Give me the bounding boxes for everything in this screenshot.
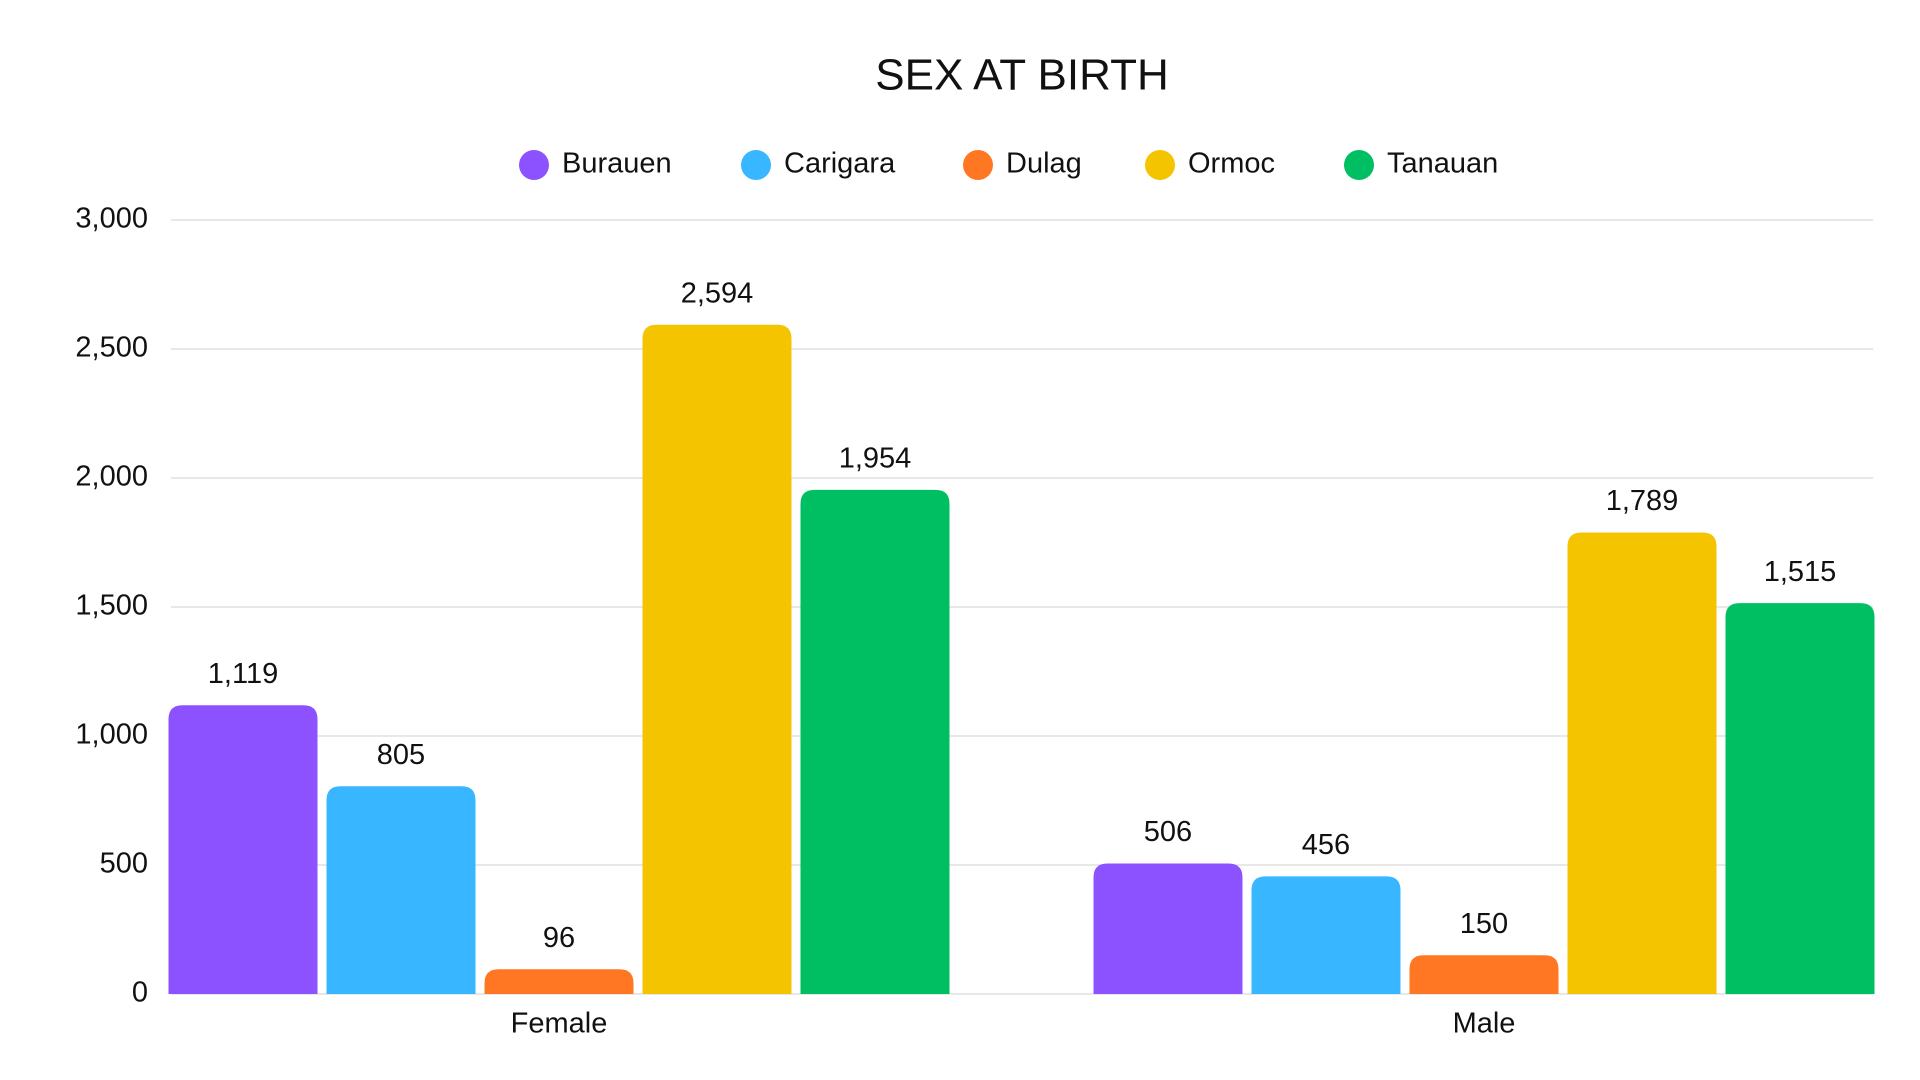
y-tick-label: 1,500: [75, 590, 148, 622]
legend-label: Dulag: [1006, 148, 1082, 180]
y-tick-label: 2,500: [75, 332, 148, 364]
legend-marker: [1344, 150, 1374, 180]
bar: [1251, 876, 1401, 994]
data-label: 456: [1302, 829, 1350, 861]
bar: [1725, 603, 1875, 994]
x-tick-label: Male: [1453, 1008, 1516, 1040]
data-label: 96: [543, 922, 575, 954]
x-tick-label: Female: [511, 1008, 608, 1040]
bar: [326, 786, 476, 994]
bar: [1567, 532, 1717, 994]
y-tick-label: 3,000: [75, 203, 148, 235]
legend-marker: [1145, 150, 1175, 180]
bar: [642, 324, 792, 994]
data-label: 805: [377, 739, 425, 771]
data-label: 150: [1460, 908, 1508, 940]
legend-label: Tanauan: [1387, 148, 1498, 180]
data-label: 1,789: [1606, 485, 1679, 517]
y-tick-label: 500: [100, 848, 148, 880]
y-tick-label: 0: [132, 977, 148, 1009]
data-label: 2,594: [681, 277, 754, 309]
bar: [800, 489, 950, 994]
data-label: 1,515: [1764, 556, 1837, 588]
bar: [1093, 863, 1243, 994]
bar: [168, 705, 318, 994]
y-tick-label: 2,000: [75, 461, 148, 493]
legend-marker: [963, 150, 993, 180]
y-tick-label: 1,000: [75, 719, 148, 751]
data-label: 506: [1144, 816, 1192, 848]
bar: [1409, 955, 1559, 994]
legend-label: Carigara: [784, 148, 896, 180]
chart-title: SEX AT BIRTH: [875, 51, 1168, 100]
legend-marker: [519, 150, 549, 180]
legend-marker: [741, 150, 771, 180]
bar: [484, 969, 634, 994]
legend-label: Ormoc: [1188, 148, 1275, 180]
legend-label: Burauen: [562, 148, 672, 180]
data-label: 1,954: [839, 443, 912, 475]
data-label: 1,119: [208, 658, 278, 690]
